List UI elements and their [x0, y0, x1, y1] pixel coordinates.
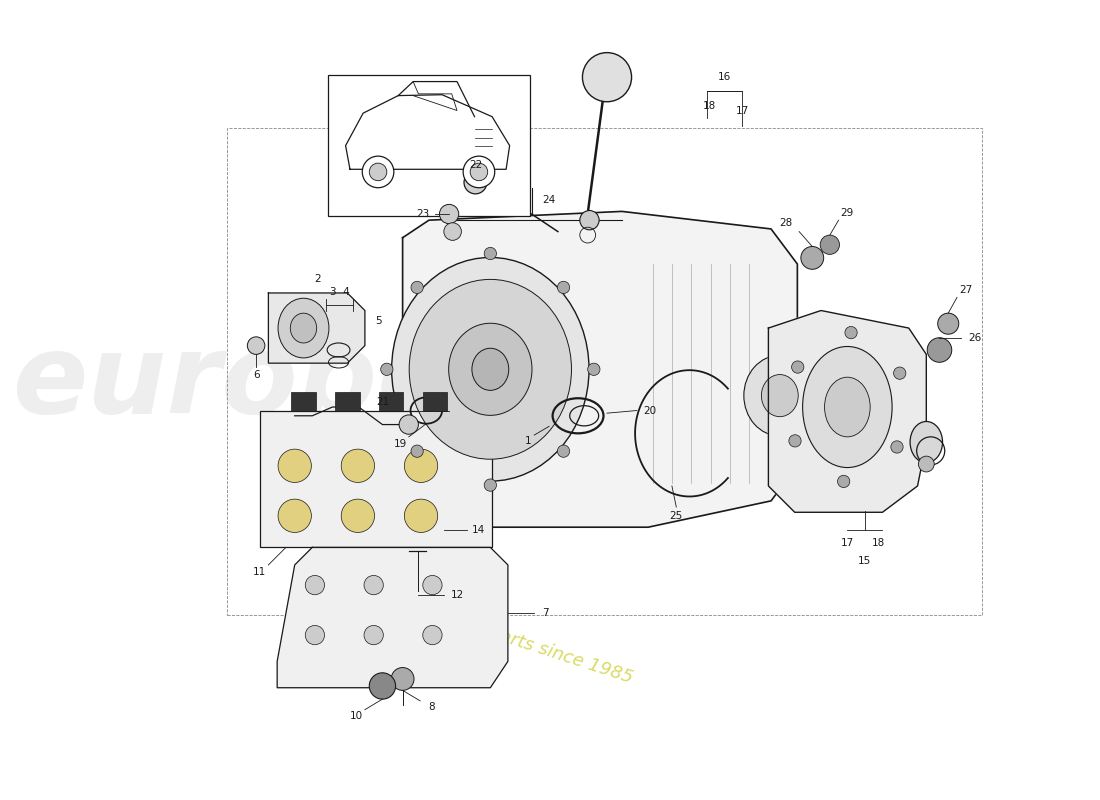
- Circle shape: [891, 441, 903, 453]
- Text: 1: 1: [525, 436, 531, 446]
- Text: 23: 23: [416, 209, 429, 219]
- Circle shape: [405, 499, 438, 533]
- Text: a passion for parts since 1985: a passion for parts since 1985: [372, 586, 636, 687]
- Text: 11: 11: [253, 567, 266, 577]
- Circle shape: [381, 363, 393, 375]
- Circle shape: [464, 171, 487, 194]
- Circle shape: [364, 575, 383, 594]
- Circle shape: [362, 156, 394, 188]
- Circle shape: [582, 53, 631, 102]
- Circle shape: [792, 361, 804, 374]
- Circle shape: [837, 475, 850, 487]
- Text: 18: 18: [871, 538, 884, 548]
- Circle shape: [893, 367, 906, 379]
- Ellipse shape: [803, 346, 892, 467]
- Circle shape: [558, 445, 570, 458]
- Circle shape: [392, 667, 414, 690]
- FancyBboxPatch shape: [422, 392, 448, 411]
- Text: 22: 22: [469, 160, 482, 170]
- Circle shape: [801, 246, 824, 270]
- Circle shape: [399, 415, 418, 434]
- Text: 15: 15: [858, 555, 871, 566]
- FancyBboxPatch shape: [378, 392, 404, 411]
- Ellipse shape: [278, 298, 329, 358]
- Circle shape: [821, 235, 839, 254]
- FancyBboxPatch shape: [260, 411, 492, 547]
- Circle shape: [463, 156, 495, 188]
- Text: europes: europes: [13, 329, 520, 436]
- Text: 6: 6: [253, 370, 260, 381]
- Ellipse shape: [449, 323, 532, 415]
- Ellipse shape: [409, 279, 572, 459]
- FancyBboxPatch shape: [328, 75, 530, 216]
- Text: 19: 19: [394, 439, 407, 449]
- Circle shape: [789, 434, 801, 447]
- FancyBboxPatch shape: [292, 392, 316, 411]
- Polygon shape: [403, 211, 798, 527]
- Circle shape: [587, 363, 600, 375]
- Ellipse shape: [744, 355, 816, 436]
- Ellipse shape: [392, 258, 588, 481]
- Ellipse shape: [472, 348, 509, 390]
- Polygon shape: [268, 293, 365, 363]
- Ellipse shape: [761, 374, 799, 417]
- Circle shape: [405, 449, 438, 482]
- Text: 20: 20: [644, 406, 657, 415]
- FancyBboxPatch shape: [336, 392, 360, 411]
- Circle shape: [422, 575, 442, 594]
- Circle shape: [341, 499, 374, 533]
- Circle shape: [845, 326, 857, 338]
- Text: 7: 7: [542, 608, 549, 618]
- Text: 21: 21: [376, 397, 389, 406]
- Circle shape: [484, 479, 496, 491]
- Circle shape: [484, 247, 496, 260]
- Text: 10: 10: [350, 710, 363, 721]
- Polygon shape: [277, 547, 508, 688]
- Text: 17: 17: [736, 106, 749, 115]
- Circle shape: [370, 163, 387, 181]
- Polygon shape: [769, 310, 926, 512]
- Circle shape: [443, 223, 461, 240]
- Ellipse shape: [290, 313, 317, 343]
- Text: 5: 5: [375, 316, 382, 326]
- Circle shape: [411, 445, 424, 458]
- Text: 3  4: 3 4: [330, 287, 350, 297]
- Text: 12: 12: [450, 590, 463, 600]
- Text: 16: 16: [718, 72, 732, 82]
- Circle shape: [937, 313, 959, 334]
- Circle shape: [278, 499, 311, 533]
- Circle shape: [927, 338, 952, 362]
- Text: 25: 25: [670, 510, 683, 521]
- Text: 27: 27: [959, 286, 972, 295]
- Text: 14: 14: [472, 525, 485, 535]
- Ellipse shape: [825, 377, 870, 437]
- Circle shape: [370, 673, 396, 699]
- Circle shape: [305, 575, 324, 594]
- Text: 29: 29: [840, 208, 854, 218]
- Text: 18: 18: [703, 101, 716, 111]
- Circle shape: [278, 449, 311, 482]
- Circle shape: [422, 626, 442, 645]
- Circle shape: [558, 282, 570, 294]
- Text: 2: 2: [315, 274, 321, 284]
- Circle shape: [248, 337, 265, 354]
- Ellipse shape: [910, 422, 943, 462]
- Circle shape: [411, 282, 424, 294]
- Circle shape: [440, 204, 459, 224]
- Circle shape: [305, 626, 324, 645]
- Circle shape: [364, 626, 383, 645]
- Text: 17: 17: [840, 538, 854, 548]
- Circle shape: [470, 163, 487, 181]
- Text: 28: 28: [779, 218, 793, 228]
- Text: 26: 26: [968, 333, 981, 342]
- Circle shape: [580, 210, 600, 230]
- Circle shape: [918, 456, 934, 472]
- Text: 24: 24: [542, 195, 556, 205]
- Circle shape: [341, 449, 374, 482]
- Text: 8: 8: [428, 702, 435, 712]
